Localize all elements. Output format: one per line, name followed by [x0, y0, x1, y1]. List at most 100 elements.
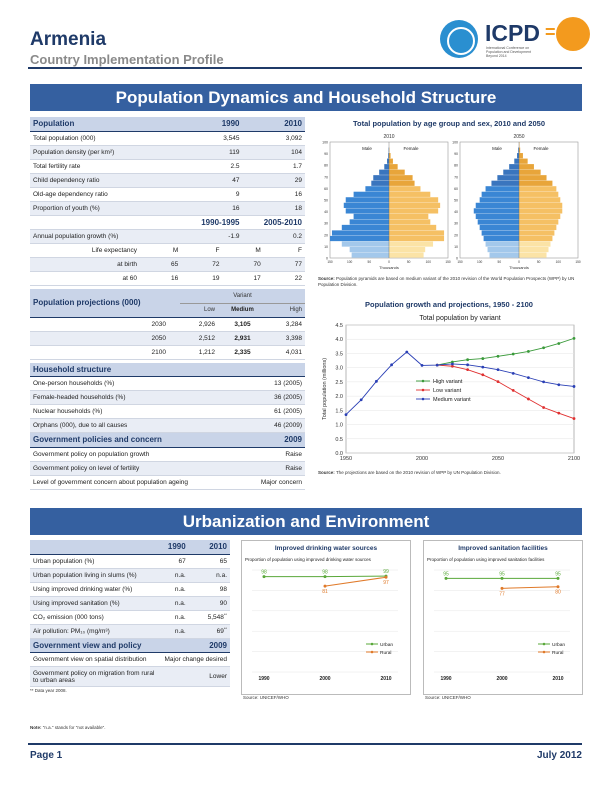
small-chart-legend-label: Rural: [380, 650, 391, 656]
pyramid-bar-female: [519, 213, 561, 220]
na-note-label: Note:: [30, 725, 42, 730]
profile-subtitle: Country Implementation Profile: [30, 52, 224, 67]
row-value-number: 5,548: [207, 614, 224, 622]
pyramid-bar-female: [389, 213, 429, 220]
growth-source: Source: The projections are based on the…: [318, 470, 580, 476]
row-label: 2030: [30, 317, 180, 332]
pyramid-bar-female: [389, 224, 437, 231]
growth-point: [466, 368, 469, 372]
growth-y-tick: 3.0: [335, 366, 343, 372]
projections-title: Population projections (000): [30, 289, 180, 318]
row-value: Major concern: [242, 475, 305, 490]
header-rule: [28, 67, 582, 69]
row-value: 65: [140, 257, 182, 272]
pyramid-bar-male: [479, 197, 519, 203]
pyramid-bar-female: [389, 252, 424, 258]
growth-point: [496, 380, 500, 384]
growth-y-tick: 1.0: [335, 423, 343, 429]
pyramid-bar-male: [485, 186, 519, 192]
pyramid-bar-male: [384, 164, 389, 170]
pyramid-x-tick: 100: [556, 260, 562, 264]
row-label: Urban population living in slums (%): [30, 568, 150, 583]
pyramid-bar-female: [389, 191, 431, 197]
sex-col: M: [222, 243, 264, 258]
growth-point: [527, 397, 530, 401]
sanitation-chart-title: Improved sanitation facilities: [458, 545, 548, 552]
water-chart-title: Improved drinking water sources: [274, 545, 378, 552]
row-label: Using improved drinking water (%): [30, 582, 150, 597]
growth-point: [390, 363, 393, 367]
sanitation-source: Source: UNICEF/WHO: [425, 695, 471, 700]
growth-legend-label: Medium variant: [433, 397, 471, 403]
pyramid-x-tick: 100: [347, 260, 353, 264]
row-label: Government policy on level of fertility: [30, 461, 243, 476]
growth-point: [557, 383, 561, 387]
icpd-logo: ICPD: [485, 20, 540, 46]
sanitation-chart-box: Improved sanitation facilities Proportio…: [423, 540, 583, 695]
pyramid-age-tick: 20: [454, 233, 458, 237]
growth-plot-frame: [345, 324, 575, 454]
urban-table: 1990 2010 Urban population (%) 67 65 Urban…: [30, 540, 230, 694]
row-value: 2,931: [218, 331, 267, 346]
pyramid-bar-male: [514, 158, 519, 164]
footer-rule: [28, 743, 582, 745]
pyramid-age-tick: 70: [324, 175, 328, 179]
household-title: Household structure: [30, 362, 305, 377]
small-chart-data-label: 80: [555, 590, 561, 596]
pyramid-bar-male: [481, 230, 519, 236]
row-value: 98: [188, 582, 230, 597]
pyramid-bar-male: [475, 213, 519, 220]
small-chart-line-rural: [501, 586, 559, 589]
growth-point: [496, 354, 500, 358]
small-chart-x-tick: 1990: [440, 676, 451, 682]
row-value: 119: [180, 145, 243, 160]
growth-point: [511, 371, 515, 375]
pyramid-male-label: Male: [492, 146, 502, 151]
pyramid-age-tick: 90: [324, 152, 328, 156]
pyramid-x-tick: 150: [575, 260, 581, 264]
row-label: Government view on spatial distribution: [30, 652, 160, 667]
growth-point: [572, 417, 576, 420]
policies-year: 2009: [242, 433, 305, 448]
pyramid-bar-female: [519, 241, 551, 247]
pyramid-age-tick: 10: [324, 245, 328, 249]
icpd-orange-logo-icon: [556, 17, 590, 51]
growth-x-tick: 2100: [568, 456, 580, 462]
growth-y-tick: 3.5: [335, 351, 343, 357]
row-value: 36 (2005): [235, 390, 305, 405]
pyramid-bar-female: [519, 246, 549, 253]
row-label: 2050: [30, 331, 180, 346]
pyramid-bar-female: [389, 197, 439, 203]
row-value: -1.9: [180, 229, 243, 244]
small-chart-legend-label: Rural: [552, 650, 563, 656]
row-value: 9: [180, 187, 243, 202]
population-year-1990: 1990: [180, 117, 243, 132]
section-banner-urbanization: Urbanization and Environment: [30, 508, 582, 535]
water-line-chart: 1990 2000 2010 98 98 99 Urban 81 97 Rural: [252, 569, 398, 682]
growth-point: [572, 336, 576, 340]
pyramid-x-axis-label: Thousands: [379, 265, 399, 270]
row-label: Government policy on population growth: [30, 447, 243, 462]
pyramid-bar-female: [389, 219, 431, 225]
growth-series-line-medium-variant: [345, 351, 575, 415]
pyramid-age-tick: 100: [322, 141, 328, 145]
pyramid-bar-male: [517, 153, 519, 159]
growth-point: [527, 350, 530, 353]
growth-point: [511, 352, 515, 356]
pyramid-age-tick: 80: [324, 164, 328, 168]
pyramid-x-tick: 50: [368, 260, 372, 264]
growth-source-label: Source:: [318, 470, 335, 475]
pyramid-bar-male: [473, 208, 519, 214]
pyramid-bar-male: [351, 252, 389, 258]
policies-title: Government policies and concern: [30, 433, 243, 448]
small-chart-point: [556, 585, 560, 589]
row-value: 0.2: [242, 229, 305, 244]
small-chart-data-label: 95: [499, 571, 505, 577]
pyramid-bar-male: [509, 164, 519, 170]
row-value: 61 (2005): [235, 404, 305, 419]
small-chart-data-label: 98: [322, 570, 328, 576]
growth-point: [435, 363, 439, 367]
small-chart-point: [444, 576, 448, 580]
pyramid-bar-female: [519, 153, 523, 159]
small-chart-point: [500, 576, 504, 580]
